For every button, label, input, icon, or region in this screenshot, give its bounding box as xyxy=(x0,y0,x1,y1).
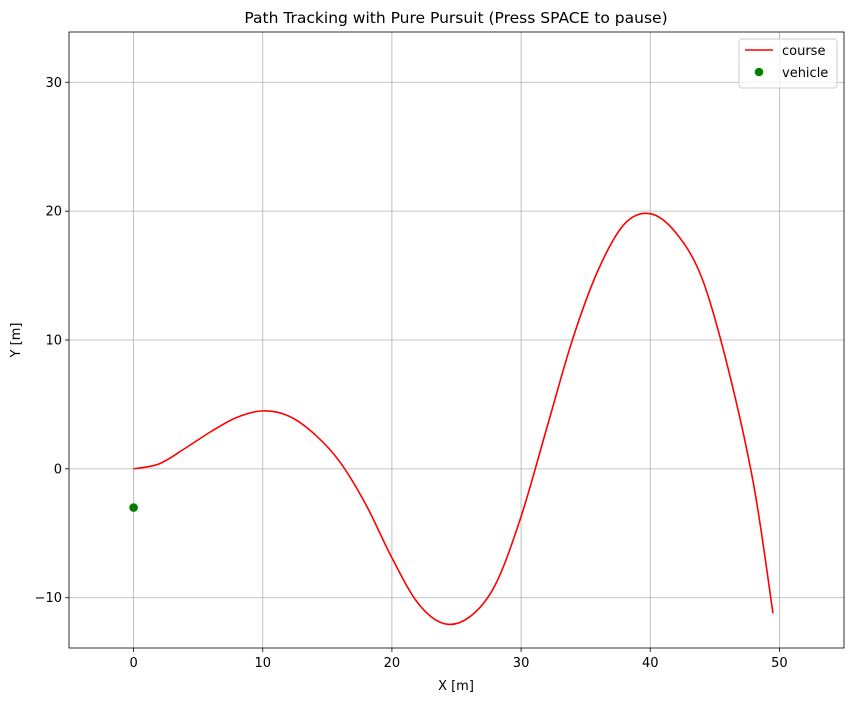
y-tick-label: 30 xyxy=(45,76,62,91)
vehicle-marker xyxy=(129,503,138,512)
legend: course vehicle xyxy=(738,38,838,89)
legend-vehicle-marker xyxy=(754,67,764,77)
legend-vehicle-label: vehicle xyxy=(782,66,828,81)
x-tick-label: 20 xyxy=(384,656,401,671)
x-tick-label: 50 xyxy=(771,656,788,671)
legend-course-label: course xyxy=(782,44,825,59)
x-tick-label: 40 xyxy=(642,656,659,671)
x-axis-ticks: 0 10 20 30 40 50 xyxy=(129,648,788,671)
y-tick-label: 10 xyxy=(45,334,62,349)
y-tick-label: 20 xyxy=(45,205,62,220)
x-tick-label: 0 xyxy=(129,656,137,671)
x-tick-label: 30 xyxy=(513,656,530,671)
x-axis-label: X [m] xyxy=(438,679,474,694)
y-axis-label: Y [m] xyxy=(9,323,24,359)
legend-box xyxy=(738,38,838,89)
series-layer xyxy=(129,212,774,626)
y-tick-label: 0 xyxy=(54,462,62,477)
course-line xyxy=(133,212,774,626)
chart-title: Path Tracking with Pure Pursuit (Press S… xyxy=(244,9,667,27)
y-tick-label: −10 xyxy=(35,591,62,606)
y-grid xyxy=(69,81,844,599)
x-tick-label: 10 xyxy=(254,656,271,671)
y-axis-ticks: −10 0 10 20 30 xyxy=(35,76,69,606)
